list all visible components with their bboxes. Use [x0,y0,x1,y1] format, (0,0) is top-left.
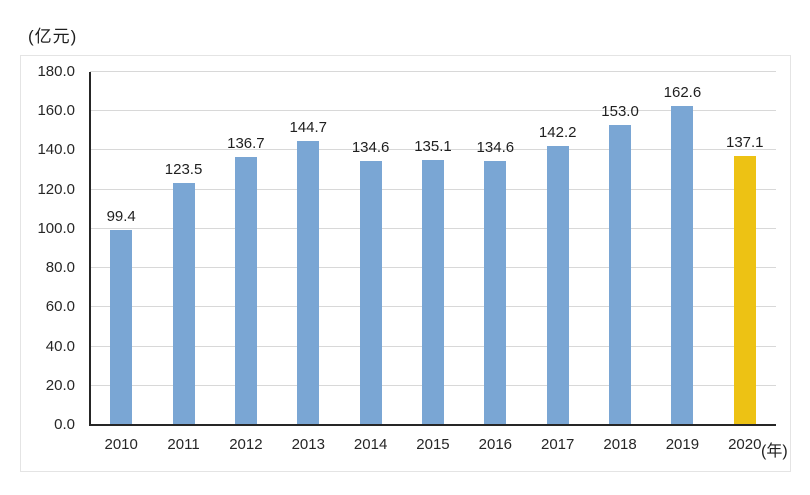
bar-column-2020: 137.1 [714,72,776,425]
y-axis-unit-label: (亿元) [28,27,78,46]
bar-2019 [671,106,694,425]
chart-frame: 180.0 160.0 140.0 120.0 100.0 80.0 60.0 40.0 20.… [20,55,791,472]
bar-2018 [609,124,632,425]
bar-2014 [359,161,382,425]
x-tick-label-2012: 2012 [229,436,263,453]
x-tick-label-2018: 2018 [603,436,637,453]
bar-column-2016: 134.6 [464,72,526,425]
gridline [90,110,776,112]
bar-value-label: 137.1 [725,134,764,152]
bar-value-label: 134.6 [476,139,515,157]
y-tick-label: 180.0 [37,63,75,80]
plot-area: 99.4 123.5 136.7 144.7 134.6 135.1 134.6 142.2 1… [89,71,776,426]
x-tick-label-2017: 2017 [541,436,575,453]
bar-value-label: 136.7 [227,134,265,152]
bar-column-2015: 135.1 [402,72,464,425]
bar-series: 99.4 123.5 136.7 144.7 134.6 135.1 134.6 142.2 1… [90,72,776,425]
y-axis-line [89,72,91,425]
gridline [90,71,776,72]
bar-value-label: 144.7 [289,119,328,137]
x-tick-label-2014: 2014 [353,436,388,453]
y-tick-label: 100.0 [37,219,75,237]
bar-column-2010: 99.4 [90,72,152,425]
y-tick-label: 140.0 [37,141,75,159]
y-tick-label: 40.0 [45,337,75,355]
bar-2017 [546,146,569,425]
bar-value-label: 134.6 [351,139,390,157]
bar-column-2019: 162.6 [651,72,713,425]
bar-column-2017: 142.2 [527,72,589,425]
x-tick-label-2010: 2010 [104,436,138,453]
bar-column-2013: 144.7 [277,72,339,425]
bar-2016 [484,161,507,425]
bar-column-2012: 136.7 [215,72,277,425]
x-axis-tick-labels: 2010 2011 2012 2013 2014 2015 2016 2017 2018 2019… [90,436,776,453]
y-tick-label: 120.0 [37,180,75,198]
bar-2011 [172,182,195,425]
bar-value-label: 135.1 [414,138,452,156]
y-tick-label: 60.0 [45,298,75,316]
bar-column-2014: 134.6 [339,72,401,425]
x-tick-label-2020: 2020 [728,436,762,453]
x-axis-unit-label: (年) [761,443,788,460]
bar-2013 [297,141,320,425]
y-tick-label: 160.0 [37,102,75,120]
x-tick-label-2013: 2013 [291,436,325,453]
gridline [90,149,776,151]
x-tick-label-2011: 2011 [167,436,200,453]
bar-value-label: 162.6 [663,84,702,102]
bar-2010 [110,230,133,425]
x-tick-label-2015: 2015 [416,436,450,453]
y-tick-label: 80.0 [45,259,75,277]
y-tick-label: 20.0 [45,376,75,394]
bar-2020 [733,156,756,425]
y-axis-tick-labels: 180.0 160.0 140.0 120.0 100.0 80.0 60.0 40.0 20.… [21,63,83,433]
bar-value-label: 153.0 [601,102,639,120]
bar-2015 [421,160,444,425]
x-tick-label-2019: 2019 [665,436,700,453]
bar-column-2011: 123.5 [152,72,214,425]
x-tick-label-2016: 2016 [478,436,513,453]
y-tick-label: 0.0 [54,416,75,433]
bar-2012 [234,156,257,425]
bar-value-label: 123.5 [164,160,203,178]
bar-value-label: 142.2 [538,124,577,142]
x-axis-line [89,424,776,426]
bar-value-label: 99.4 [106,208,136,226]
bar-column-2018: 153.0 [589,72,651,425]
